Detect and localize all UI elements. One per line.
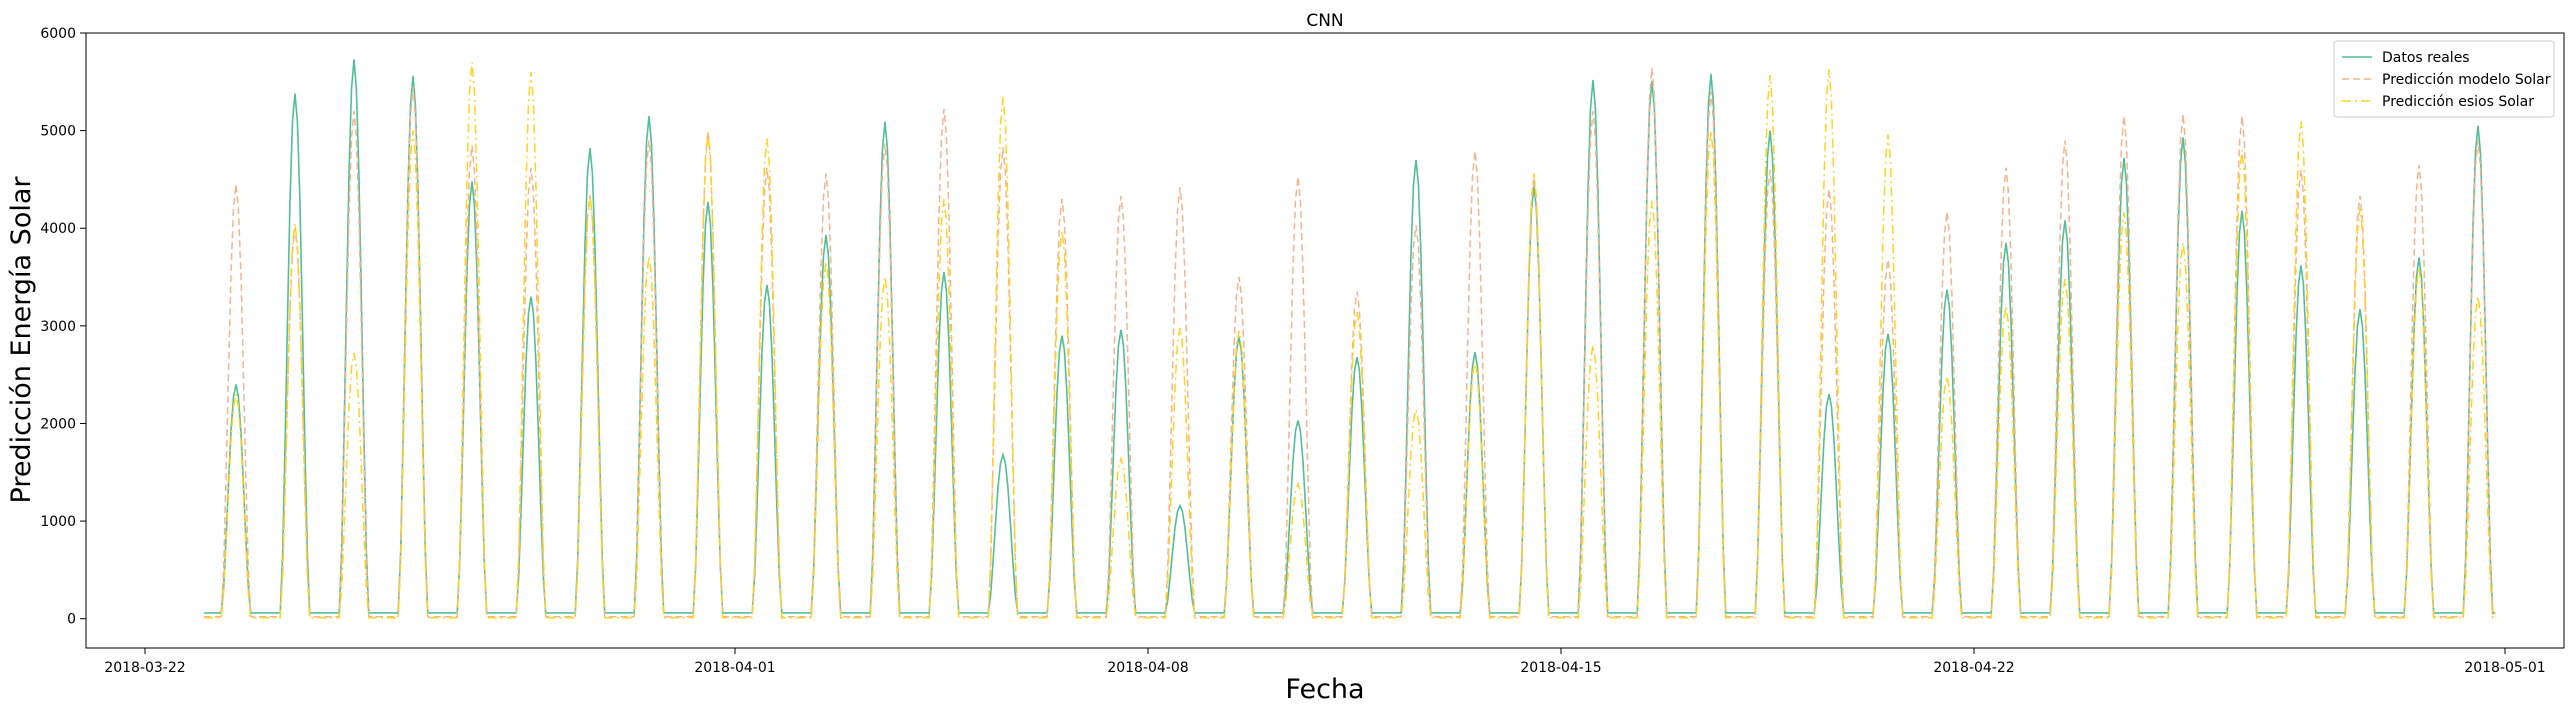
series-line-2 <box>204 68 2496 618</box>
legend-label: Predicción esios Solar <box>2382 94 2534 110</box>
y-tick-label: 3000 <box>40 319 76 335</box>
y-tick-label: 5000 <box>40 124 76 140</box>
y-tick-label: 0 <box>67 612 76 628</box>
series-line-3 <box>204 62 2496 619</box>
y-tick-label: 1000 <box>40 514 76 530</box>
x-tick-label: 2018-03-22 <box>104 660 185 676</box>
y-tick-label: 2000 <box>40 416 76 432</box>
legend-box <box>2333 40 2555 118</box>
series-layer <box>204 59 2496 619</box>
chart-title: CNN <box>1306 11 1343 31</box>
y-axis: 0 1000 2000 3000 4000 5000 6000 <box>40 26 86 628</box>
x-tick-label: 2018-04-15 <box>1520 660 1601 676</box>
series-line-1 <box>204 59 2496 614</box>
y-axis-label: Predicción Energía Solar <box>6 176 37 504</box>
x-tick-label: 2018-04-01 <box>694 660 775 676</box>
y-tick-label: 6000 <box>40 26 76 42</box>
legend: Datos reales Predicción modelo Solar Predi… <box>2333 40 2555 118</box>
y-tick-label: 4000 <box>40 221 76 237</box>
x-axis-label: Fecha <box>1285 674 1364 705</box>
legend-label: Datos reales <box>2382 50 2470 66</box>
x-tick-label: 2018-05-01 <box>2464 660 2545 676</box>
x-tick-label: 2018-04-22 <box>1933 660 2014 676</box>
plot-frame <box>85 32 2565 649</box>
legend-label: Predicción modelo Solar <box>2382 72 2551 88</box>
x-tick-label: 2018-04-08 <box>1107 660 1188 676</box>
x-axis: 2018-03-22 2018-04-01 2018-04-08 2018-04-15… <box>104 648 2546 676</box>
